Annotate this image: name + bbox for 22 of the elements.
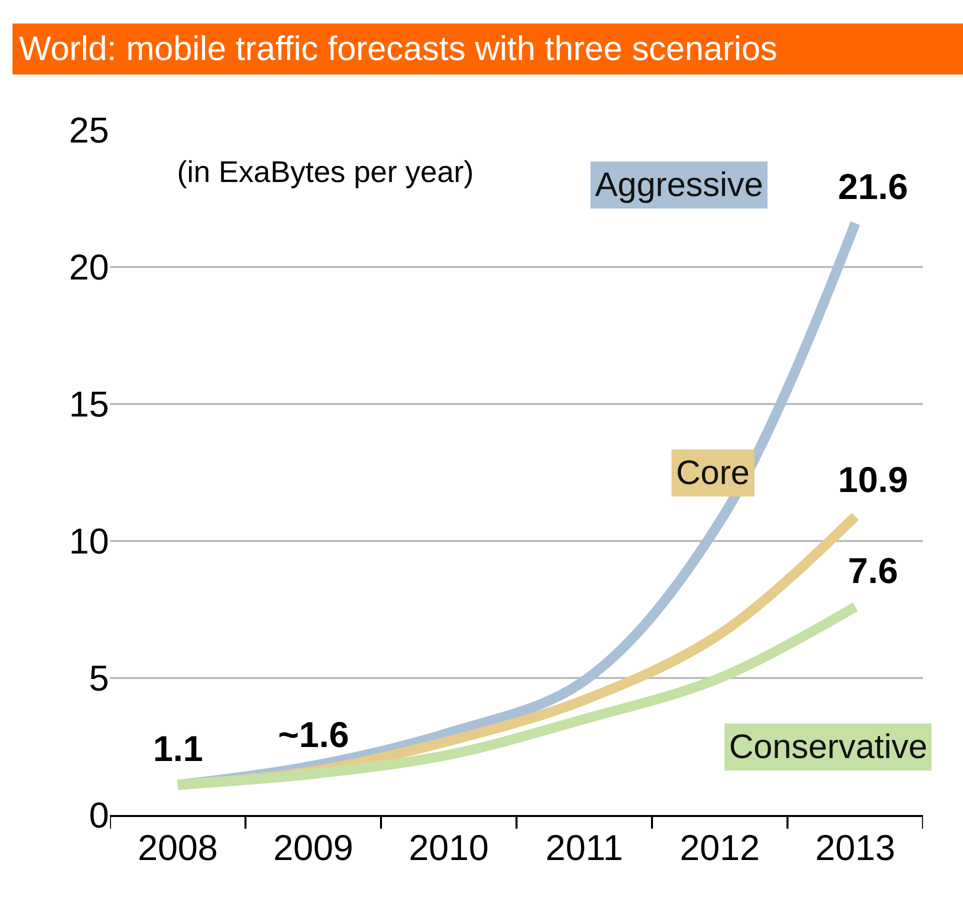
y-tick-label: 15 [68,384,109,425]
chart-title: World: mobile traffic forecasts with three scenarios [19,30,778,68]
text: (in ExaBytes per year) [177,156,474,189]
y-tick-label: 20 [68,246,109,288]
annotation: ~1.6 [278,714,350,755]
x-tick-label: 2008 [138,827,218,868]
series-label: Conservative [729,728,928,766]
x-tick-label: 2009 [273,827,354,868]
x-tick-label: 2013 [815,827,896,868]
annotation: 21.6 [838,166,908,207]
annotation: 7.6 [848,550,898,591]
y-tick-label: 0 [88,794,109,836]
x-tick-label: 2011 [546,827,623,868]
text: Aggressive [595,166,764,204]
text: Core [676,454,750,492]
annotation: 1.1 [153,728,204,769]
x-tick-label: 2012 [680,827,760,868]
annotation: 10.9 [838,459,908,500]
y-tick-label: 10 [68,520,109,562]
x-tick-label: 2010 [408,827,489,868]
y-tick-label: 25 [68,110,109,151]
y-tick-label: 5 [88,658,109,699]
